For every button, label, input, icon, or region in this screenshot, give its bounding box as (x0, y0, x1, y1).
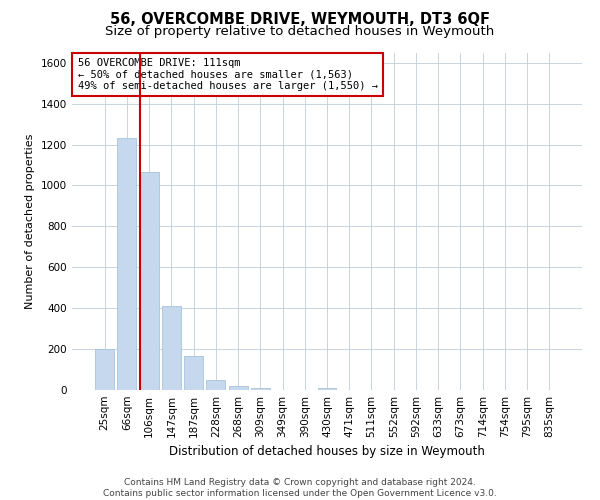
Bar (206, 380, 225, 390)
Text: 56, OVERCOMBE DRIVE, WEYMOUTH, DT3 6QF: 56, OVERCOMBE DRIVE, WEYMOUTH, DT3 6QF (110, 12, 490, 28)
Bar (118, 138, 136, 390)
Bar (140, 172, 158, 390)
Bar (317, 388, 337, 390)
Text: 56 OVERCOMBE DRIVE: 111sqm
← 50% of detached houses are smaller (1,563)
49% of s: 56 OVERCOMBE DRIVE: 111sqm ← 50% of deta… (77, 58, 377, 92)
Bar (162, 306, 181, 390)
Text: Contains HM Land Registry data © Crown copyright and database right 2024.
Contai: Contains HM Land Registry data © Crown c… (103, 478, 497, 498)
Bar (229, 386, 248, 390)
X-axis label: Distribution of detached houses by size in Weymouth: Distribution of detached houses by size … (169, 446, 485, 458)
Bar (95, 349, 114, 390)
Bar (184, 356, 203, 390)
Bar (251, 388, 270, 390)
Y-axis label: Number of detached properties: Number of detached properties (25, 134, 35, 309)
Text: Size of property relative to detached houses in Weymouth: Size of property relative to detached ho… (106, 25, 494, 38)
